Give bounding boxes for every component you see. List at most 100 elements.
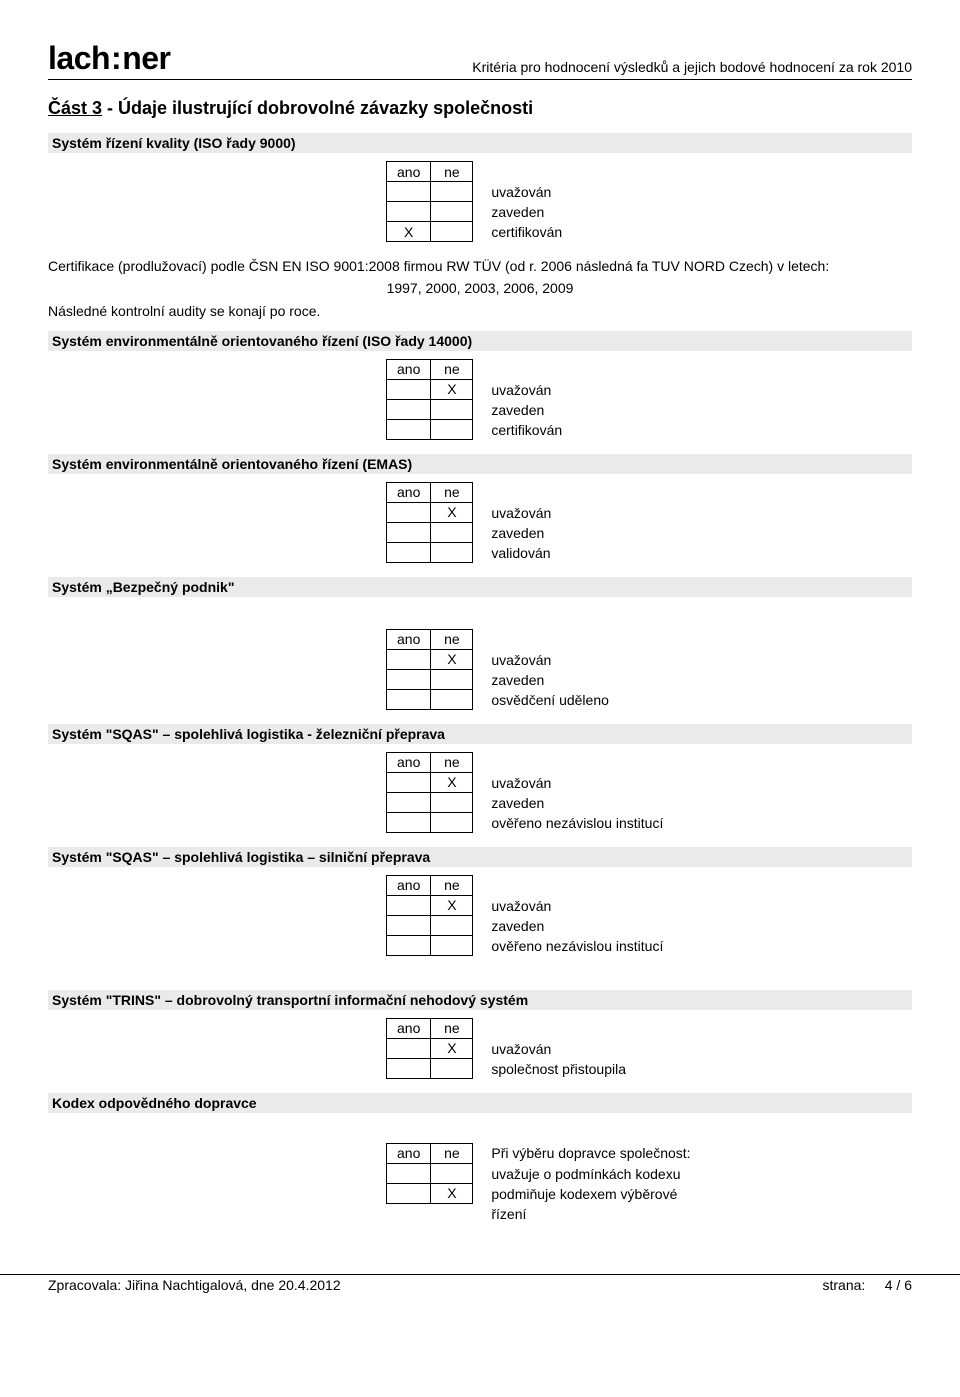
heading-trins: Systém "TRINS" – dobrovolný transportní … — [48, 990, 912, 1010]
cell — [387, 202, 431, 222]
cell — [431, 935, 473, 955]
lbl-zaveden: zaveden — [491, 523, 551, 543]
footer-right: strana: 4 / 6 — [822, 1277, 912, 1293]
table-iso9000: anone X uvažován zaveden certifikován — [48, 161, 912, 242]
part-title: Část 3 - Údaje ilustrující dobrovolné zá… — [48, 98, 912, 119]
cell-x: X — [431, 379, 473, 399]
footer-left: Zpracovala: Jiřina Nachtigalová, dne 20.… — [48, 1277, 341, 1293]
table-sqas-sil: anone X uvažován zaveden ověřeno nezávis… — [48, 875, 912, 956]
lbl-validovan: validován — [491, 543, 551, 563]
cell — [387, 1058, 431, 1078]
lbl-certifikovan: certifikován — [491, 420, 562, 440]
col-ano: ano — [387, 482, 431, 502]
cell-x: X — [431, 1038, 473, 1058]
table-trins: anone X uvažován společnost přistoupila — [48, 1018, 912, 1079]
cell — [431, 202, 473, 222]
col-ano: ano — [387, 1018, 431, 1038]
col-ne: ne — [431, 752, 473, 772]
col-ano: ano — [387, 875, 431, 895]
heading-kodex: Kodex odpovědného dopravce — [48, 1093, 912, 1113]
lbl-kodex-top: Při výběru dopravce společnost: — [491, 1143, 690, 1164]
lbl-zaveden: zaveden — [491, 793, 663, 813]
heading-sqas-sil: Systém "SQAS" – spolehlivá logistika – s… — [48, 847, 912, 867]
table-emas: anone X uvažován zaveden validován — [48, 482, 912, 563]
cell-x: X — [431, 649, 473, 669]
cell — [431, 812, 473, 832]
cell — [431, 542, 473, 562]
yn-table-bezpecny: anone X — [386, 629, 473, 710]
footer-right-page: 4 / 6 — [885, 1277, 912, 1293]
labels-sqas-sil: uvažován zaveden ověřeno nezávislou inst… — [491, 875, 663, 956]
iso9000-audits: Následné kontrolní audity se konají po r… — [48, 301, 912, 321]
col-ne: ne — [431, 629, 473, 649]
cell-x: X — [387, 222, 431, 242]
lbl-uvazovan: uvažován — [491, 380, 562, 400]
cell — [387, 792, 431, 812]
col-ne: ne — [431, 1018, 473, 1038]
cell — [387, 812, 431, 832]
cell — [387, 182, 431, 202]
labels-iso9000: uvažován zaveden certifikován — [491, 161, 562, 242]
col-ano: ano — [387, 629, 431, 649]
yn-table-iso9000: anone X — [386, 161, 473, 242]
logo-colon: : — [111, 40, 121, 76]
cell — [387, 669, 431, 689]
lbl-uvazovan: uvažován — [491, 896, 663, 916]
yn-table-emas: anone X — [386, 482, 473, 563]
part-rest: - Údaje ilustrující dobrovolné závazky s… — [102, 98, 533, 118]
cell — [387, 689, 431, 709]
lbl-uvazovan: uvažován — [491, 503, 551, 523]
lbl-uvazovan: uvažován — [491, 182, 562, 202]
heading-iso14000: Systém environmentálně orientovaného říz… — [48, 331, 912, 351]
heading-emas: Systém environmentálně orientovaného říz… — [48, 454, 912, 474]
table-sqas-zel: anone X uvažován zaveden ověřeno nezávis… — [48, 752, 912, 833]
table-kodex: anone X Při výběru dopravce společnost: … — [48, 1143, 912, 1224]
cell-x: X — [431, 772, 473, 792]
cell-x: X — [431, 1183, 473, 1203]
lbl-uvazovan: uvažován — [491, 650, 609, 670]
page-header: lach:ner Kritéria pro hodnocení výsledků… — [48, 40, 912, 80]
col-ne: ne — [431, 1143, 473, 1163]
cell — [387, 935, 431, 955]
lbl-overeno: ověřeno nezávislou institucí — [491, 813, 663, 833]
col-ne: ne — [431, 359, 473, 379]
cell-x: X — [431, 895, 473, 915]
cell — [387, 522, 431, 542]
yn-table-sqas-zel: anone X — [386, 752, 473, 833]
heading-bezpecny: Systém „Bezpečný podnik" — [48, 577, 912, 597]
lbl-overeno: ověřeno nezávislou institucí — [491, 936, 663, 956]
part-cast: Část 3 — [48, 98, 102, 118]
col-ano: ano — [387, 1143, 431, 1163]
cell — [387, 379, 431, 399]
header-title: Kritéria pro hodnocení výsledků a jejich… — [472, 59, 912, 77]
table-iso14000: anone X uvažován zaveden certifikován — [48, 359, 912, 440]
cell — [387, 1163, 431, 1183]
col-ano: ano — [387, 162, 431, 182]
lbl-zaveden: zaveden — [491, 202, 562, 222]
labels-trins: uvažován společnost přistoupila — [491, 1018, 626, 1079]
cell — [431, 522, 473, 542]
yn-table-sqas-sil: anone X — [386, 875, 473, 956]
cell — [387, 1038, 431, 1058]
lbl-osvedceni: osvědčení uděleno — [491, 690, 609, 710]
logo-left: lach — [48, 40, 110, 76]
cell — [431, 669, 473, 689]
lbl-uvazovan: uvažován — [491, 773, 663, 793]
cell — [431, 915, 473, 935]
cell — [387, 915, 431, 935]
col-ne: ne — [431, 162, 473, 182]
page-footer: Zpracovala: Jiřina Nachtigalová, dne 20.… — [0, 1274, 960, 1293]
lbl-zaveden: zaveden — [491, 916, 663, 936]
col-ne: ne — [431, 482, 473, 502]
cell — [387, 542, 431, 562]
cell — [387, 419, 431, 439]
heading-sqas-zel: Systém "SQAS" – spolehlivá logistika - ž… — [48, 724, 912, 744]
heading-iso9000: Systém řízení kvality (ISO řady 9000) — [48, 133, 912, 153]
table-bezpecny: anone X uvažován zaveden osvědčení uděle… — [48, 629, 912, 710]
cell — [431, 689, 473, 709]
labels-bezpecny: uvažován zaveden osvědčení uděleno — [491, 629, 609, 710]
cell — [387, 895, 431, 915]
labels-emas: uvažován zaveden validován — [491, 482, 551, 563]
yn-table-trins: anone X — [386, 1018, 473, 1079]
yn-table-iso14000: anone X — [386, 359, 473, 440]
